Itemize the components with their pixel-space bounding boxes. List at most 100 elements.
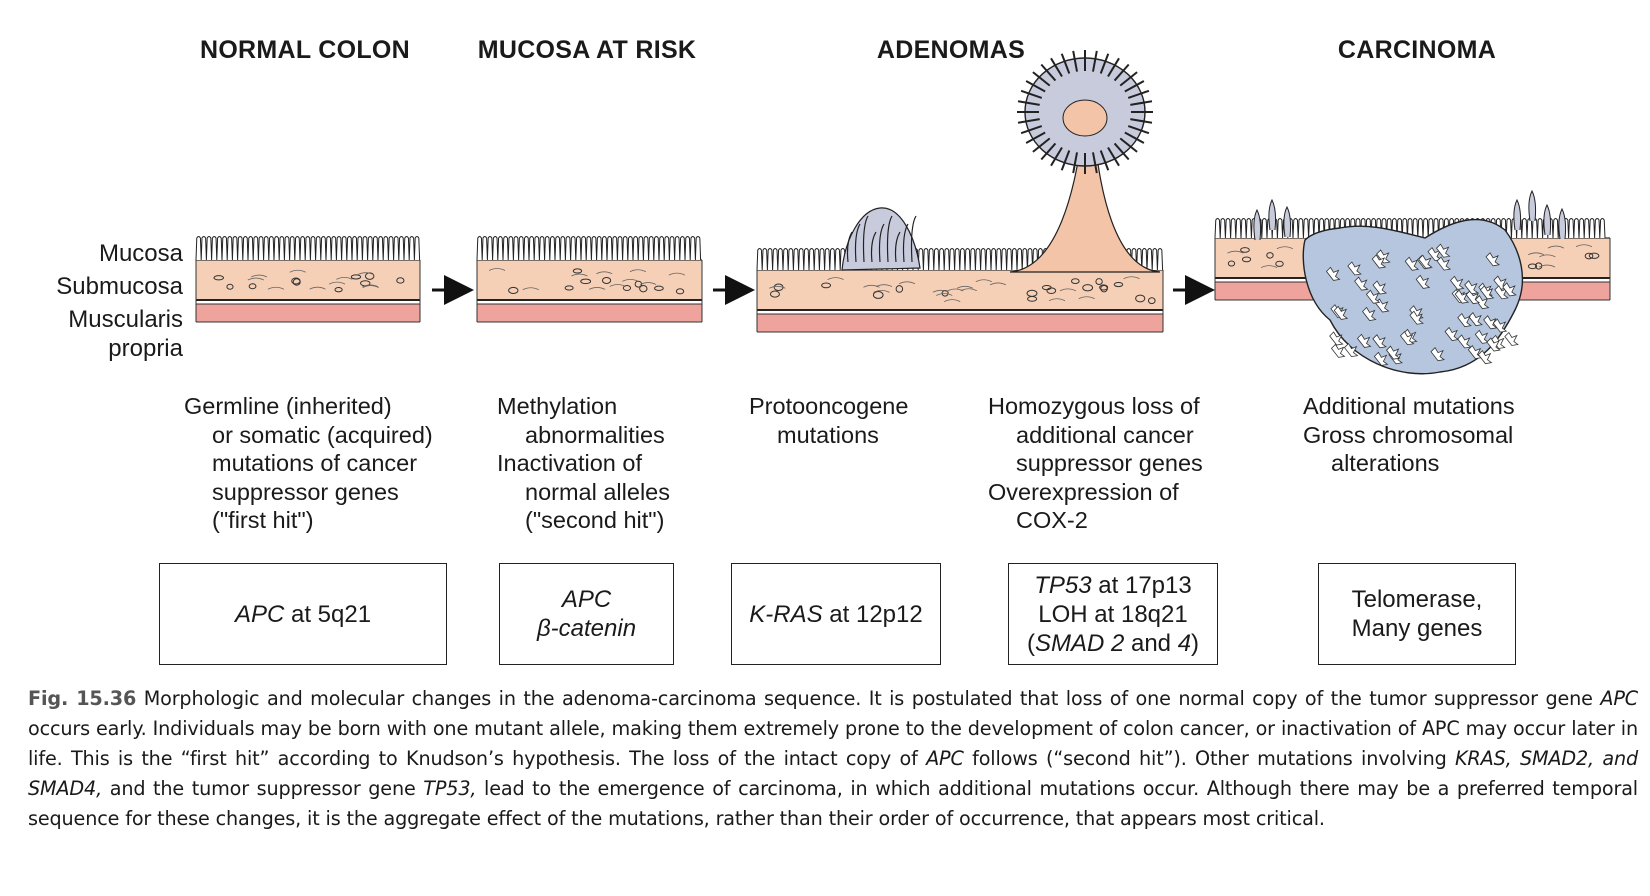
polyp-frond: [1127, 125, 1150, 135]
tumor-gland: [1454, 289, 1470, 304]
tumor-gland: [1399, 331, 1415, 346]
submucosa-cell: [1266, 252, 1274, 259]
conjunction: and: [1124, 629, 1178, 657]
desc-line: Homozygous loss of: [988, 393, 1200, 419]
frond: [886, 215, 893, 263]
muscularis-layer: [477, 304, 702, 322]
tumor-gland: [1504, 331, 1519, 346]
desc-line: Protooncogene: [749, 393, 909, 419]
submucosa-cell: [1027, 296, 1038, 302]
fiber: [1538, 264, 1556, 268]
tumor-gland: [1373, 351, 1389, 366]
desc-line: suppressor genes: [212, 478, 399, 505]
tumor-gland: [1467, 344, 1483, 360]
polyp-frond: [1107, 57, 1120, 78]
submucosa-cell: [601, 276, 612, 284]
fiber: [1276, 246, 1294, 250]
normal-colon-section: [195, 236, 421, 323]
tumor-gland: [1356, 333, 1372, 348]
tumor-gland: [1365, 289, 1381, 304]
fiber: [328, 281, 346, 285]
tumor-gland: [1436, 256, 1452, 271]
tumor-gland: [1329, 331, 1344, 346]
tumor-gland: [1372, 280, 1388, 295]
fiber: [769, 285, 786, 289]
polyp-frond: [1092, 152, 1098, 174]
fiber: [250, 274, 268, 278]
submucosa-cell: [291, 277, 301, 285]
polyp-frond: [1130, 100, 1153, 106]
tumor-gland: [1404, 256, 1420, 271]
submucosa-cell: [572, 268, 583, 274]
polyp-frond: [1113, 142, 1130, 161]
tumor-gland: [1457, 313, 1472, 328]
tumor-gland: [1494, 285, 1509, 300]
submucosa-cell: [580, 278, 592, 285]
submucosa-cell: [248, 283, 257, 290]
frond: [862, 215, 869, 263]
label-muscularis: Muscularis: [68, 306, 183, 333]
fiber: [668, 272, 686, 276]
fiber: [639, 282, 657, 285]
polyp-core: [1062, 99, 1108, 137]
submucosa-cell: [334, 287, 343, 293]
frond: [870, 231, 877, 263]
tumor-gland: [1502, 282, 1517, 297]
tumor-gland: [1486, 337, 1501, 352]
submucosa-cell: [1588, 252, 1600, 259]
gene-box-tp53-smad: TP53 at 17p13 LOH at 18q21 (SMAD 2 and 4…: [1008, 563, 1218, 665]
desc-line: normal alleles: [525, 478, 670, 505]
fiber: [362, 284, 379, 288]
fiber: [1527, 252, 1545, 256]
polyp-frond: [1020, 89, 1043, 99]
tumor-gland: [1464, 280, 1479, 295]
fiber: [488, 268, 506, 271]
fiber: [944, 299, 961, 302]
fiber: [1260, 265, 1278, 268]
adenomas-section: [756, 50, 1164, 333]
tumor-gland: [1362, 306, 1377, 321]
desc-line: ("second hit"): [525, 507, 665, 533]
tumor-gland: [1485, 252, 1501, 267]
submucosa-cell: [213, 275, 224, 281]
figure-caption: Fig. 15.36 Morphologic and molecular cha…: [28, 684, 1638, 834]
label-submucosa: Submucosa: [56, 273, 183, 300]
polyp-frond: [1025, 131, 1046, 144]
fiber: [309, 286, 326, 290]
polyp-frond: [1050, 57, 1063, 78]
residual-adenoma: [1283, 205, 1292, 238]
caption-text: follows (“second hit”). Other mutations …: [963, 747, 1455, 770]
colon-illustration: [195, 50, 1611, 375]
tumor-gland: [1354, 276, 1369, 291]
gene-name: APC: [234, 600, 285, 628]
submucosa-cell: [1041, 284, 1052, 291]
desc-line: COX-2: [1016, 507, 1088, 533]
submucosa-cell: [622, 285, 632, 291]
fiber: [1539, 254, 1556, 258]
polyp-frond: [1017, 118, 1040, 124]
stage-title-normal-colon: NORMAL COLON: [199, 36, 411, 64]
residual-adenoma: [1253, 208, 1262, 241]
submucosa-cell: [1070, 278, 1080, 285]
submucosa-cell: [1113, 281, 1124, 288]
submucosa-cell: [350, 274, 362, 280]
polyp-frond: [1124, 80, 1145, 93]
tumor-gland: [1468, 312, 1483, 327]
description-adenomas-late: Homozygous loss of additional cancer sup…: [988, 392, 1203, 535]
caption-text: Morphologic and molecular changes in the…: [136, 687, 1601, 710]
caption-gene: TP53,: [423, 777, 477, 800]
fiber: [975, 279, 992, 283]
submucosa-cell: [769, 290, 780, 298]
fiber: [267, 286, 285, 290]
polyp-frond: [1119, 137, 1138, 153]
mucosa-fringe: [195, 236, 421, 261]
mucosa-at-risk-section: [476, 236, 703, 323]
tumor-gland: [1457, 334, 1472, 349]
polyp-frond: [1017, 100, 1040, 106]
polyp-frond: [1119, 71, 1138, 87]
fiber: [247, 277, 264, 281]
fiber: [898, 281, 916, 285]
residual-adenoma: [1528, 189, 1537, 222]
desc-line: Methylation: [497, 393, 618, 419]
fiber: [1048, 298, 1066, 302]
